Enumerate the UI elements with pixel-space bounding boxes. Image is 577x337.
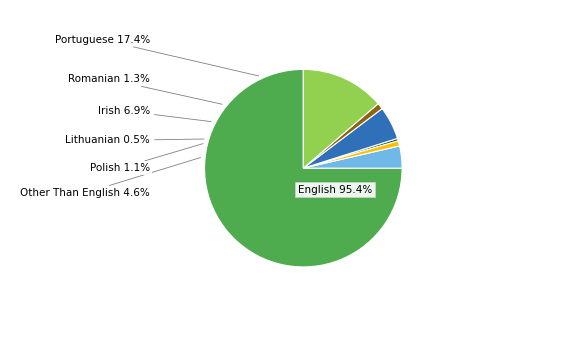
Wedge shape	[304, 69, 378, 168]
Wedge shape	[204, 69, 402, 267]
Wedge shape	[304, 141, 399, 168]
Wedge shape	[304, 104, 382, 168]
Text: Other Than English 4.6%: Other Than English 4.6%	[20, 157, 201, 198]
Text: Romanian 1.3%: Romanian 1.3%	[68, 74, 222, 104]
Text: Lithuanian 0.5%: Lithuanian 0.5%	[65, 135, 204, 146]
Text: Portuguese 17.4%: Portuguese 17.4%	[55, 35, 258, 76]
Text: Polish 1.1%: Polish 1.1%	[90, 144, 203, 173]
Wedge shape	[304, 109, 398, 168]
Text: English 95.4%: English 95.4%	[298, 185, 372, 195]
Text: Irish 6.9%: Irish 6.9%	[98, 106, 211, 122]
Wedge shape	[304, 146, 402, 168]
Wedge shape	[304, 139, 398, 168]
